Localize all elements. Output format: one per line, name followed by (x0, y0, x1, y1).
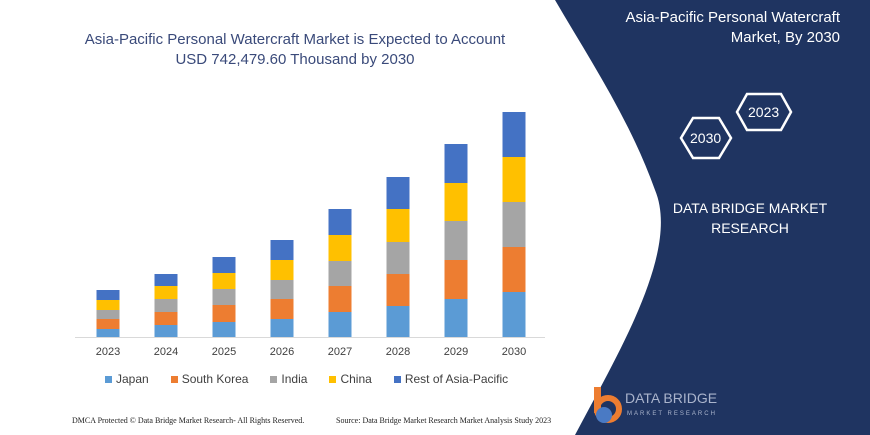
bar-segment-2024-south-korea (154, 312, 178, 325)
bar-segment-2024-china (154, 286, 178, 299)
bar-segment-2027-china (328, 235, 352, 261)
bar-segment-2028-china (386, 209, 410, 242)
data-bridge-logo-icon (594, 387, 622, 423)
bar-segment-2023-rest-of-asia-pacific (96, 290, 120, 300)
hexagon-2023 (735, 92, 793, 132)
bar-segment-2026-india (270, 280, 294, 299)
x-tick-label: 2030 (502, 346, 526, 358)
x-tick-label: 2027 (328, 346, 352, 358)
legend-swatch (329, 375, 337, 383)
x-tick-label: 2024 (154, 346, 178, 358)
legend-item: Japan (105, 372, 149, 386)
x-tick-label: 2023 (96, 346, 120, 358)
logo-subtitle: MARKET RESEARCH (627, 411, 717, 417)
hexagon-2030 (679, 116, 733, 160)
panel-brand: DATA BRIDGE MARKET RESEARCH (660, 198, 840, 238)
legend-label: India (281, 372, 308, 386)
bar-segment-2025-japan (212, 322, 236, 337)
bar-segment-2030-south-korea (502, 247, 526, 292)
legend-swatch (170, 375, 178, 383)
bar-segment-2028-rest-of-asia-pacific (386, 177, 410, 209)
legend-label: South Korea (181, 372, 249, 386)
bar-segment-2024-japan (154, 325, 178, 337)
legend-item: China (329, 372, 372, 386)
bar-segment-2023-japan (96, 329, 120, 337)
legend-swatch (393, 375, 401, 383)
bar-segment-2029-south-korea (444, 260, 468, 299)
copyright-text: DMCA Protected © Data Bridge Market Rese… (72, 416, 305, 425)
panel-title: Asia-Pacific Personal Watercraft Market,… (540, 8, 840, 48)
bar-segment-2030-japan (502, 292, 526, 337)
right-panel (555, 0, 870, 435)
bar-segment-2026-japan (270, 319, 294, 337)
bar-segment-2029-japan (444, 299, 468, 337)
bar-segment-2030-china (502, 157, 526, 202)
logo-name: DATA BRIDGE (625, 390, 718, 406)
bar-segment-2030-rest-of-asia-pacific (502, 112, 526, 157)
bar-segment-2025-india (212, 289, 236, 305)
bar-segment-2026-south-korea (270, 299, 294, 319)
stacked-bar-chart: 2023 2024 2025 2026 2027 2028 2029 2030 (75, 112, 545, 358)
legend-label: Japan (116, 372, 149, 386)
bar-segment-2025-china (212, 273, 236, 289)
hex-label-2023: 2023 (748, 104, 780, 120)
hex-label-2030: 2030 (690, 130, 722, 146)
x-tick-label: 2025 (212, 346, 236, 358)
panel-title-line-2: Market, By 2030 (730, 29, 840, 46)
bar-segment-2028-south-korea (386, 274, 410, 306)
brand-line-2: RESEARCH (711, 220, 789, 236)
bar-segment-2027-japan (328, 312, 352, 337)
bar-segment-2029-rest-of-asia-pacific (444, 144, 468, 183)
legend-item: South Korea (170, 372, 249, 386)
bar-segment-2026-rest-of-asia-pacific (270, 240, 294, 260)
bar-segment-2029-china (444, 183, 468, 221)
legend-label: Rest of Asia-Pacific (404, 372, 509, 386)
bar-segment-2027-rest-of-asia-pacific (328, 209, 352, 235)
legend-swatch (105, 375, 112, 383)
bar-segment-2023-south-korea (96, 319, 120, 329)
bar-segment-2029-india (444, 221, 468, 260)
bar-segment-2025-south-korea (212, 305, 236, 322)
bar-segment-2023-india (96, 310, 120, 319)
bar-segment-2026-china (270, 260, 294, 280)
x-tick-label: 2029 (444, 346, 468, 358)
brand-line-1: DATA BRIDGE MARKET (672, 200, 828, 216)
bar-segment-2027-south-korea (328, 286, 352, 312)
bar-segment-2027-india (328, 261, 352, 286)
bar-segment-2028-japan (386, 306, 410, 337)
title-line-2: USD 742,479.60 Thousand by 2030 (175, 51, 415, 68)
source-text: Source: Data Bridge Market Research Mark… (336, 416, 552, 425)
legend-item: India (270, 372, 307, 386)
legend-label: China (340, 372, 372, 386)
x-tick-label: 2026 (270, 346, 294, 358)
bar-segment-2025-rest-of-asia-pacific (212, 257, 236, 273)
bar-segment-2024-india (154, 299, 178, 312)
legend: Japan South Korea India China Rest of Asia-P… (105, 372, 508, 386)
legend-item: Rest of Asia-Pacific (393, 372, 509, 386)
bar-segment-2023-china (96, 300, 120, 310)
x-tick-label: 2028 (386, 346, 410, 358)
bar-segment-2028-india (386, 242, 410, 274)
title-line-1: Asia-Pacific Personal Watercraft Market … (84, 31, 506, 48)
bar-segment-2024-rest-of-asia-pacific (154, 274, 178, 286)
legend-swatch (270, 375, 278, 383)
chart-title: Asia-Pacific Personal Watercraft Market … (60, 30, 530, 70)
panel-title-line-1: Asia-Pacific Personal Watercraft (625, 9, 840, 26)
bar-segment-2030-india (502, 202, 526, 247)
